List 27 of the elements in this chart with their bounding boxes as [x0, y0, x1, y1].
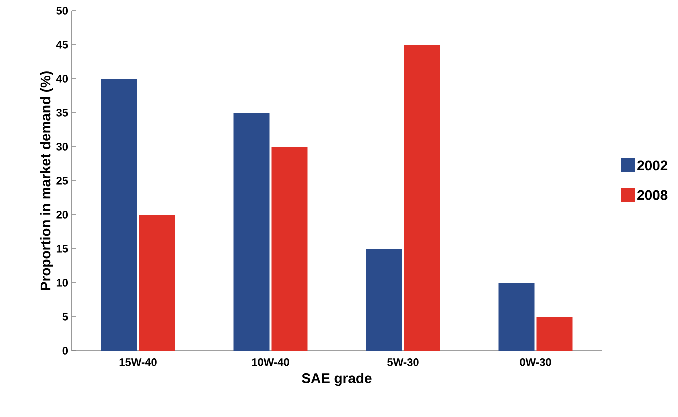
- bar: [139, 215, 176, 351]
- x-tick-label: 10W-40: [252, 358, 290, 366]
- bar: [366, 249, 402, 351]
- y-tick-label: 40: [56, 75, 68, 83]
- bar: [101, 79, 138, 351]
- y-tick-label: 0: [62, 347, 68, 355]
- x-tick-label: 15W-40: [120, 358, 157, 366]
- y-tick-label: 35: [56, 109, 68, 117]
- y-tick-label: 5: [62, 313, 68, 321]
- y-tick-label: 10: [56, 279, 68, 287]
- y-tick-label: 45: [56, 41, 68, 49]
- x-axis-title: SAE grade: [302, 373, 372, 386]
- bar: [272, 147, 308, 351]
- x-tick-label: 0W-30: [520, 358, 552, 366]
- y-tick-label: 25: [56, 177, 68, 185]
- bar: [404, 45, 440, 351]
- y-tick-label: 50: [56, 7, 68, 15]
- legend-label: 2008: [638, 190, 668, 200]
- x-tick-label: 5W-30: [388, 358, 419, 366]
- bar: [234, 113, 270, 351]
- y-axis-title: Proportion in market demand (%): [40, 72, 54, 290]
- bar: [536, 317, 573, 351]
- legend-label: 2002: [638, 160, 668, 171]
- y-tick-label: 15: [56, 245, 68, 253]
- y-tick-label: 20: [56, 211, 68, 219]
- y-tick-label: 30: [56, 143, 68, 151]
- bar: [498, 283, 535, 351]
